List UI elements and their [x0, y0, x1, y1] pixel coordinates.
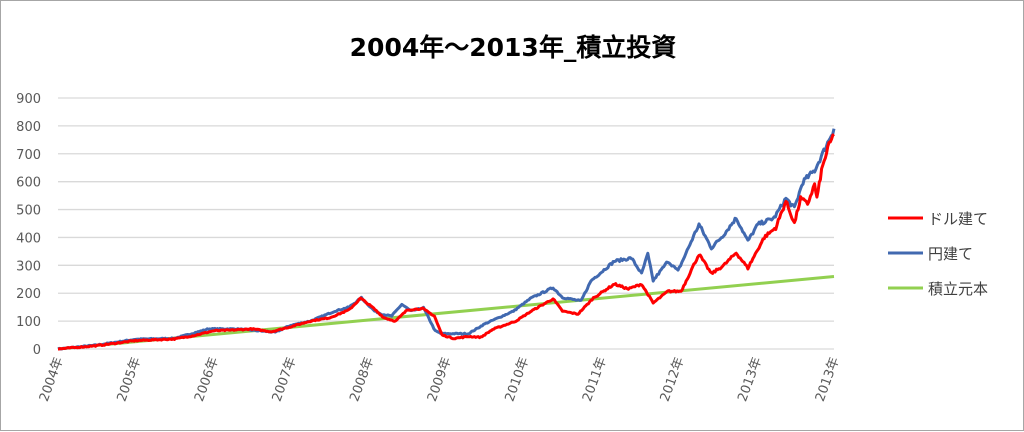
x-tick-label: 2010年	[502, 355, 532, 403]
y-tick-label: 700	[16, 148, 41, 163]
x-tick-label: 2013年	[735, 355, 765, 403]
x-tick-label: 2013年	[813, 355, 843, 403]
y-tick-label: 100	[16, 315, 41, 330]
y-tick-label: 500	[16, 204, 41, 219]
x-tick-label: 2004年	[37, 355, 67, 403]
series-line-0	[57, 133, 835, 351]
y-tick-label: 0	[33, 343, 41, 358]
x-tick-label: 2007年	[270, 355, 300, 403]
y-tick-label: 600	[16, 176, 41, 191]
chart-title: 2004年～2013年_積立投資	[350, 33, 677, 62]
legend-label: 円建て	[928, 245, 973, 263]
legend-label: ドル建て	[928, 210, 988, 228]
y-tick-label: 800	[16, 120, 41, 135]
x-tick-label: 2009年	[425, 355, 455, 403]
y-tick-label: 300	[16, 259, 41, 274]
x-tick-label: 2011年	[580, 355, 610, 403]
x-tick-label: 2008年	[347, 355, 377, 403]
y-tick-label: 200	[16, 287, 41, 302]
x-tick-label: 2006年	[192, 355, 222, 403]
legend-label: 積立元本	[928, 280, 988, 298]
y-tick-label: 400	[16, 231, 41, 246]
x-tick-label: 2012年	[658, 355, 688, 403]
x-tick-label: 2005年	[114, 355, 144, 403]
y-tick-label: 900	[16, 92, 41, 107]
series-line-1	[57, 128, 836, 351]
